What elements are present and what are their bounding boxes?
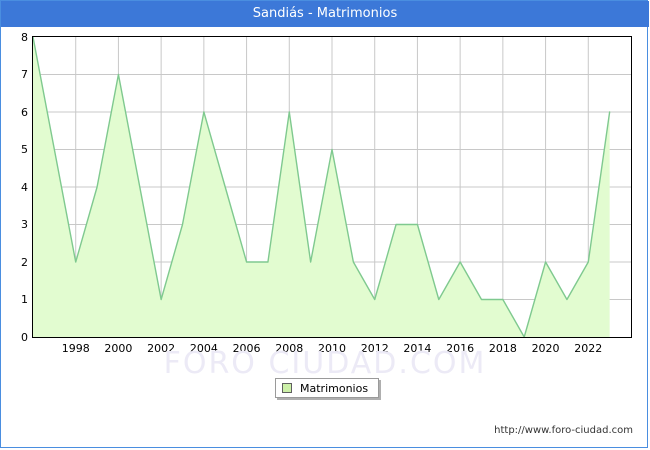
x-tick-label-2022: 2022	[574, 342, 603, 355]
x-tick-label-2016: 2016	[446, 342, 475, 355]
y-tick-label-2: 2	[21, 255, 28, 269]
y-tick-label-8: 8	[21, 30, 28, 44]
x-tick-label-2004: 2004	[189, 342, 218, 355]
legend-swatch-matrimonios	[282, 383, 292, 393]
plot-area	[32, 36, 632, 338]
y-tick-label-4: 4	[21, 180, 28, 194]
area-chart-svg	[33, 37, 631, 337]
series-area-fill	[33, 37, 610, 337]
x-axis-tick-labels: 1998 2000 2002 2004 2006 2008 2010 2012 2014 2016…	[32, 342, 632, 360]
x-tick-label-2000: 2000	[104, 342, 133, 355]
y-tick-label-0: 0	[21, 330, 28, 344]
x-tick-label-1998: 1998	[61, 342, 90, 355]
y-axis-tick-labels: 0 1 2 3 4 5 6 7 8	[1, 32, 28, 343]
y-tick-label-7: 7	[21, 68, 28, 81]
x-tick-label-2014: 2014	[403, 342, 432, 355]
series-line	[33, 37, 611, 337]
x-tick-label-2018: 2018	[488, 342, 517, 355]
y-tick-label-1: 1	[21, 293, 28, 306]
x-tick-label-2006: 2006	[232, 342, 261, 355]
x-tick-label-2020: 2020	[531, 342, 560, 355]
y-tick-label-5: 5	[21, 143, 28, 156]
x-tick-label-2002: 2002	[147, 342, 176, 355]
legend-label-matrimonios: Matrimonios	[300, 381, 369, 395]
x-tick-label-2012: 2012	[360, 342, 389, 355]
y-tick-label-6: 6	[21, 105, 28, 119]
x-tick-label-2008: 2008	[275, 342, 304, 355]
source-url: http://www.foro-ciudad.com	[494, 425, 633, 436]
x-tick-label-2010: 2010	[318, 342, 346, 355]
chart-legend: Matrimonios	[275, 378, 380, 398]
y-tick-label-3: 3	[21, 218, 28, 231]
chart-title: Sandiás - Matrimonios	[1, 1, 649, 27]
